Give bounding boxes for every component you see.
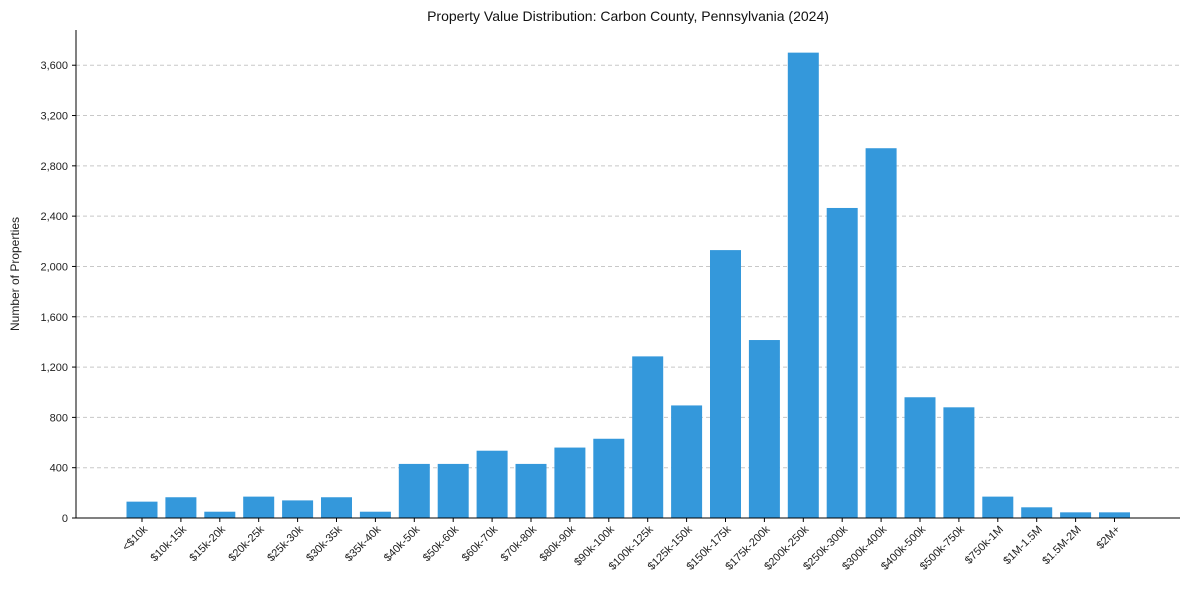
- bar: [865, 148, 897, 518]
- bar: [904, 397, 936, 518]
- x-tick-label: $2M+: [1094, 524, 1122, 552]
- bar: [1099, 512, 1130, 518]
- bar: [243, 496, 275, 518]
- bar: [710, 250, 741, 518]
- x-tick-label: $60k-70k: [460, 523, 501, 564]
- x-tick-label: $20k-25k: [226, 523, 267, 564]
- bar: [282, 500, 314, 518]
- bar: [1060, 512, 1092, 518]
- bar: [593, 438, 625, 518]
- bar: [398, 463, 430, 518]
- bar: [204, 511, 236, 518]
- x-tick-label: $70k-80k: [499, 523, 540, 564]
- y-tick-label: 3,200: [40, 111, 68, 123]
- x-tick-label: $35k-40k: [343, 523, 384, 564]
- bar: [554, 447, 586, 518]
- bar: [748, 340, 780, 518]
- y-tick-label: 0: [62, 513, 68, 525]
- x-tick-label: $1.5M-2M: [1040, 524, 1084, 568]
- y-axis-ticks: 0 400 800 1,200 1,600 2,000 2,400 2,800 3,200 3,6…: [40, 60, 76, 525]
- bar: [515, 463, 547, 518]
- y-tick-label: 1,600: [40, 312, 68, 324]
- bar: [126, 501, 158, 518]
- bar: [165, 497, 197, 518]
- bar: [321, 497, 352, 518]
- x-tick-label: $1M-1.5M: [1001, 524, 1045, 568]
- bar: [437, 463, 469, 518]
- bar: [359, 511, 391, 518]
- bar: [671, 405, 703, 518]
- x-tick-label: $15k-20k: [187, 523, 228, 564]
- y-tick-label: 2,800: [40, 161, 68, 173]
- gridlines: [76, 64, 1180, 469]
- bar: [826, 207, 858, 519]
- x-tick-label: $10k-15k: [149, 523, 190, 564]
- bars: [126, 52, 1130, 519]
- bar: [476, 450, 508, 518]
- x-tick-label: $50k-60k: [421, 523, 462, 564]
- x-tick-label: <$10k: [120, 523, 150, 553]
- bar: [943, 407, 975, 518]
- y-tick-label: 1,200: [40, 362, 68, 374]
- bar: [982, 496, 1014, 518]
- bar: [1021, 507, 1053, 518]
- x-tick-label: $30k-35k: [304, 523, 345, 564]
- y-tick-label: 2,000: [40, 261, 68, 273]
- x-tick-label: $80k-90k: [538, 523, 579, 564]
- bar: [787, 52, 819, 519]
- x-tick-label: $750k-1M: [963, 524, 1006, 567]
- y-tick-label: 3,600: [40, 60, 68, 72]
- y-tick-label: 400: [50, 463, 68, 475]
- y-axis-title: Number of Properties: [8, 217, 22, 331]
- x-tick-label: $40k-50k: [382, 523, 423, 564]
- chart-title: Property Value Distribution: Carbon Coun…: [427, 8, 829, 24]
- y-tick-label: 800: [50, 412, 68, 424]
- x-axis-ticks: <$10k$10k-15k$15k-20k$20k-25k$25k-30k$30…: [120, 518, 1123, 573]
- y-tick-label: 2,400: [40, 211, 68, 223]
- bar: [632, 356, 664, 518]
- x-tick-label: $25k-30k: [265, 523, 306, 564]
